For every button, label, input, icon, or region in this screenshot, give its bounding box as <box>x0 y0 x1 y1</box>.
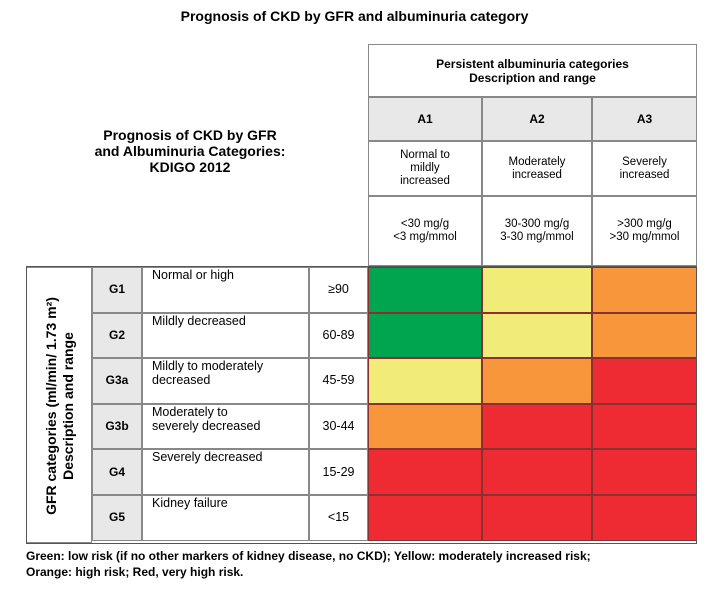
albuminuria-desc-line: increased <box>400 175 450 187</box>
albuminuria-range-line: 3-30 mg/mmol <box>500 231 574 243</box>
albuminuria-header-line: Description and range <box>469 70 596 85</box>
kdigo-title-line: and Albuminuria Categories: <box>94 143 286 159</box>
gfr-description-line: decreased <box>152 373 211 388</box>
kdigo-title-line: KDIGO 2012 <box>149 159 231 175</box>
albuminuria-desc-line: increased <box>619 168 670 181</box>
risk-cell-g4-a1 <box>368 449 482 495</box>
risk-cell-g3b-a2 <box>482 403 592 450</box>
risk-cell-g2-a1 <box>368 312 482 359</box>
gfr-description-line: Severely decreased <box>152 450 263 465</box>
risk-cell-g3b-a1 <box>368 403 482 450</box>
risk-legend-line: Orange: high risk; Red, very high risk. <box>26 565 244 579</box>
risk-cell-g1-a3 <box>592 267 697 313</box>
risk-legend-line: Green: low risk (if no other markers of … <box>26 549 591 563</box>
gfr-description: Mildly decreased <box>142 312 309 359</box>
albuminuria-desc-line: increased <box>512 168 562 181</box>
kdigo-title-line: Prognosis of CKD by GFR <box>103 127 277 143</box>
risk-legend: Green: low risk (if no other markers of … <box>26 548 706 580</box>
risk-cell-g1-a1 <box>368 267 482 313</box>
albuminuria-range-line: >300 mg/g <box>617 218 672 230</box>
gfr-code-g2: G2 <box>92 312 142 359</box>
albuminuria-desc: Severely increased <box>592 141 697 196</box>
albuminuria-range: 30-300 mg/g 3-30 mg/mmol <box>482 196 592 266</box>
albuminuria-code-a2: A2 <box>482 97 592 141</box>
albuminuria-code-a3: A3 <box>592 97 697 141</box>
albuminuria-range-line: <3 mg/mmol <box>393 231 457 243</box>
albuminuria-desc-line: mildly <box>410 162 440 174</box>
risk-cell-g1-a2 <box>482 267 592 313</box>
gfr-range: 45-59 <box>309 358 368 404</box>
albuminuria-range-line: 30-300 mg/g <box>504 218 570 230</box>
albuminuria-header-line: Persistent albuminuria categories <box>436 56 629 71</box>
gfr-description: Kidney failure <box>142 495 309 541</box>
gfr-side-label-line: Description and range <box>60 332 76 480</box>
risk-cell-g5-a2 <box>482 495 592 541</box>
albuminuria-desc-line: Normal to <box>400 149 450 161</box>
gfr-range: <15 <box>309 495 368 541</box>
albuminuria-header: Persistent albuminuria categories Descri… <box>368 44 697 97</box>
albuminuria-desc-line: Severely <box>622 155 667 168</box>
risk-cell-g2-a2 <box>482 312 592 359</box>
gfr-code-g3b: G3b <box>92 403 142 450</box>
albuminuria-code-a1: A1 <box>368 97 482 141</box>
gfr-code-g4: G4 <box>92 449 142 495</box>
albuminuria-range: >300 mg/g >30 mg/mmol <box>592 196 697 266</box>
risk-cell-g3b-a3 <box>592 403 697 450</box>
risk-cell-g4-a2 <box>482 449 592 495</box>
risk-cell-g5-a1 <box>368 495 482 541</box>
risk-cell-g5-a3 <box>592 495 697 541</box>
gfr-description: Severely decreased <box>142 449 309 495</box>
gfr-description: Normal or high <box>142 267 309 313</box>
gfr-range: 30-44 <box>309 403 368 450</box>
gfr-range: 15-29 <box>309 449 368 495</box>
kdigo-title: Prognosis of CKD by GFR and Albuminuria … <box>40 127 340 175</box>
gfr-description-line: Kidney failure <box>152 496 228 510</box>
gfr-code-g5: G5 <box>92 495 142 541</box>
gfr-side-label-line: GFR categories (ml/min/ 1.73 m²) <box>43 297 59 515</box>
gfr-description-line: Mildly to moderately <box>152 359 264 374</box>
risk-cell-g2-a3 <box>592 312 697 359</box>
albuminuria-desc-line: Moderately <box>508 155 566 168</box>
albuminuria-desc: Normal to mildly increased <box>368 141 482 196</box>
gfr-description-line: Moderately to <box>152 404 228 419</box>
gfr-side-label: GFR categories (ml/min/ 1.73 m²) Descrip… <box>26 267 92 543</box>
risk-cell-g4-a3 <box>592 449 697 495</box>
albuminuria-range: <30 mg/g <3 mg/mmol <box>368 196 482 266</box>
gfr-code-g3a: G3a <box>92 358 142 404</box>
albuminuria-range-line: <30 mg/g <box>400 218 450 230</box>
gfr-code-g1: G1 <box>92 267 142 313</box>
page-title: Prognosis of CKD by GFR and albuminuria … <box>180 8 529 24</box>
gfr-description-line: severely decreased <box>152 418 261 433</box>
gfr-description-line: Normal or high <box>152 268 234 282</box>
gfr-range: ≥90 <box>309 267 368 313</box>
gfr-description: Moderately to severely decreased <box>142 403 309 450</box>
risk-cell-g3a-a3 <box>592 358 697 404</box>
gfr-range: 60-89 <box>309 312 368 359</box>
gfr-description-line: Mildly decreased <box>152 313 246 328</box>
risk-cell-g3a-a1 <box>368 358 482 404</box>
albuminuria-desc: Moderately increased <box>482 141 592 196</box>
risk-cell-g3a-a2 <box>482 358 592 404</box>
gfr-description: Mildly to moderately decreased <box>142 358 309 404</box>
albuminuria-range-line: >30 mg/mmol <box>609 231 680 243</box>
